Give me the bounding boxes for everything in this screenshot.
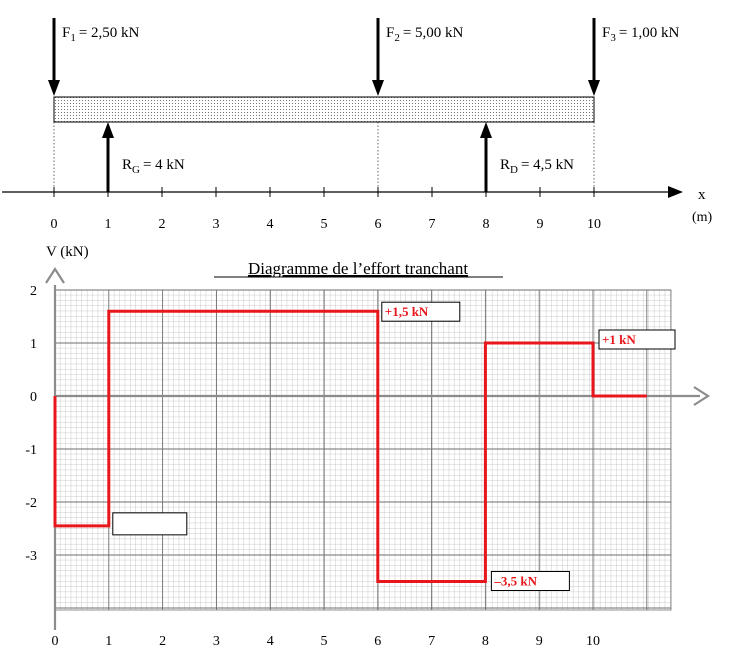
load-label: F2 = 5,00 kN: [386, 25, 464, 44]
beam: [53, 96, 595, 123]
shear-chart: Diagramme de l’effort tranchant V (kN) 0…: [25, 244, 711, 649]
beam-tick-label: 4: [267, 217, 274, 232]
support-reactions: RG = 4 kN RD = 4,5 kN: [102, 122, 574, 192]
y-tick-label: 1: [30, 337, 37, 352]
y-axis-label: V (kN): [46, 244, 89, 260]
load-label: F3 = 1,00 kN: [602, 25, 680, 44]
beam-diagram: 0 1 2 3 4 5 6 7 8 9 10 F1 = 2,50 kN F2 = 5,00 kN F3 = 1…: [2, 18, 713, 232]
value-labels: +1,5 kN –3,5 kN +1 kN: [112, 301, 676, 591]
zero-axis-arrow-icon: [693, 386, 711, 406]
beam-tick-label: 2: [159, 217, 166, 232]
x-tick-label: 5: [321, 634, 328, 649]
x-axis-unit: (m): [692, 210, 713, 225]
down-arrow-icon: [48, 80, 60, 96]
up-arrow-icon: [480, 122, 492, 138]
beam-tick-label: 9: [537, 217, 544, 232]
x-tick-labels: 0 1 2 3 4 5 6 7 8 9 10: [52, 634, 601, 649]
beam-tick-label: 0: [51, 217, 58, 232]
x-tick-label: 8: [482, 634, 489, 649]
y-tick-label: -3: [25, 549, 37, 564]
chart-title: Diagramme de l’effort tranchant: [248, 259, 468, 278]
value-label: –3,5 kN: [493, 574, 537, 589]
beam-axis-ticks: 0 1 2 3 4 5 6 7 8 9 10: [51, 187, 601, 232]
x-tick-label: 6: [374, 634, 381, 649]
beam-tick-label: 6: [375, 217, 382, 232]
guide-lines: [53, 122, 595, 192]
value-label-box: [381, 301, 461, 322]
x-tick-label: 10: [586, 634, 600, 649]
x-tick-label: 1: [105, 634, 112, 649]
y-tick-labels: 2 1 0 -1 -2 -3: [25, 284, 37, 564]
x-tick-label: 0: [52, 634, 59, 649]
grid-paper: [54, 289, 672, 611]
x-tick-label: 4: [267, 634, 274, 649]
beam-tick-label: 5: [321, 217, 328, 232]
x-axis-label: x: [698, 187, 706, 203]
v-axis-arrow-icon: [45, 266, 65, 284]
x-tick-label: 3: [213, 634, 220, 649]
value-label-box: [490, 571, 570, 591]
beam-tick-label: 3: [213, 217, 220, 232]
reaction-label: RG = 4 kN: [122, 157, 185, 176]
down-arrow-icon: [588, 80, 600, 96]
down-arrow-icon: [372, 80, 384, 96]
y-tick-label: 0: [30, 390, 37, 405]
beam-tick-label: 7: [429, 217, 436, 232]
y-tick-label: -2: [25, 496, 37, 511]
load-label: F1 = 2,50 kN: [62, 25, 140, 44]
beam-tick-label: 1: [105, 217, 112, 232]
up-arrow-icon: [102, 122, 114, 138]
shear-series: [53, 309, 647, 583]
x-tick-label: 7: [428, 634, 435, 649]
value-label: +1,5 kN: [385, 304, 429, 319]
x-axis-arrow-icon: [668, 186, 683, 198]
y-tick-label: -1: [25, 443, 37, 458]
applied-loads: F1 = 2,50 kN F2 = 5,00 kN F3 = 1,00 kN: [48, 18, 680, 96]
value-label-box: [112, 512, 188, 536]
x-tick-label: 9: [536, 634, 543, 649]
x-tick-label: 2: [159, 634, 166, 649]
shear-line: [53, 309, 647, 583]
value-label-box: [598, 329, 676, 350]
beam-tick-label: 10: [587, 217, 601, 232]
reaction-label: RD = 4,5 kN: [500, 157, 574, 176]
y-tick-label: 2: [30, 284, 37, 299]
value-label: +1 kN: [602, 332, 636, 347]
beam-tick-label: 8: [483, 217, 490, 232]
